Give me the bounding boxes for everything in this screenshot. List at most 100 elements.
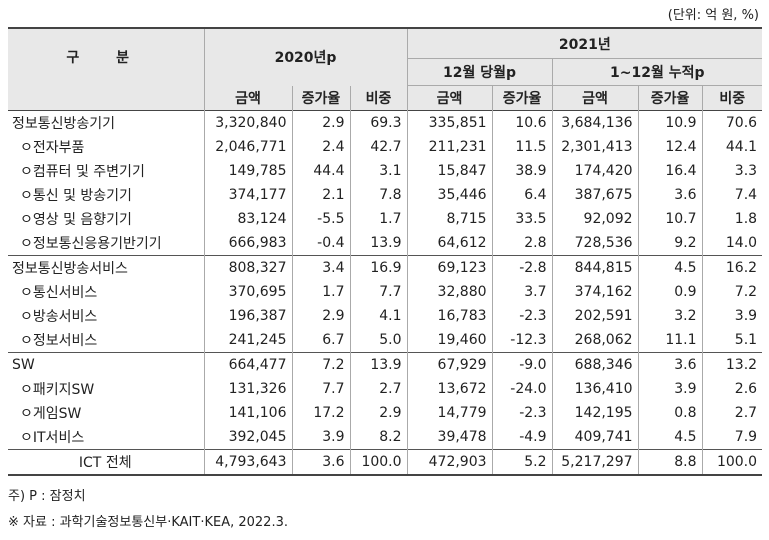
- table-cell: 666,983: [203, 231, 292, 256]
- table-cell: 14,779: [406, 401, 493, 425]
- header-2020: 2020년p: [203, 28, 408, 86]
- table-cell: 5.2: [491, 449, 553, 475]
- table-cell: 69,123: [406, 255, 493, 280]
- table-cell: 844,815: [551, 255, 639, 280]
- table-row: ㅇ정보서비스 241,245 6.7 5.0 19,460 -12.3 268,062 11.…: [8, 328, 763, 353]
- table-cell: 728,536: [551, 231, 639, 256]
- row-label: 정보통신방송기기: [12, 116, 116, 132]
- row-label: ㅇ게임SW: [20, 406, 82, 422]
- table-body: 정보통신방송기기 3,320,840 2.9 69.3 335,851 10.6 3,684…: [8, 110, 763, 475]
- table-cell: 472,903: [406, 449, 493, 475]
- note-source: ※ 자료 : 과학기술정보통신부·KAIT·KEA, 2022.3.: [8, 515, 288, 530]
- table-cell: 2.9: [349, 401, 408, 425]
- column-header: 비중: [701, 85, 763, 111]
- table-row: ㅇ정보통신응용기반기기 666,983 -0.4 13.9 64,612 2.8 728,5…: [8, 231, 763, 256]
- table-cell: 409,741: [551, 425, 639, 450]
- table-row: ㅇ전자부품 2,046,771 2.4 42.7 211,231 11.5 2,301,41…: [8, 135, 763, 159]
- table-cell: 202,591: [551, 304, 639, 328]
- row-label: SW: [12, 357, 35, 373]
- table-cell: 8,715: [406, 207, 493, 231]
- column-header: 금액: [406, 85, 493, 111]
- table-cell: 392,045: [203, 425, 292, 450]
- table-cell: 2.7: [701, 401, 763, 425]
- table-cell: -24.0: [491, 377, 553, 401]
- table-cell: 1.7: [349, 207, 408, 231]
- table-cell: 5.0: [349, 328, 408, 353]
- table-cell: 7.2: [701, 280, 763, 304]
- table-cell: 92,092: [551, 207, 639, 231]
- table-cell: 33.5: [491, 207, 553, 231]
- header-category: 구 분: [8, 28, 204, 86]
- table-cell: -0.4: [291, 231, 350, 256]
- table-cell: 69.3: [349, 110, 408, 135]
- column-header: 증가율: [491, 85, 553, 111]
- table-cell: 13.9: [349, 352, 408, 377]
- table-row: ICT 전체 4,793,643 3.6 100.0 472,903 5.2 5,217,2…: [8, 449, 763, 475]
- table-cell: 8.2: [349, 425, 408, 450]
- note-provisional: 주) P : 잠정치: [8, 489, 86, 504]
- column-header: 비중: [349, 85, 408, 111]
- unit-note: (단위: 억 원, %): [667, 8, 759, 23]
- table-cell: 16.2: [701, 255, 763, 280]
- table-cell: 10.9: [637, 110, 703, 135]
- table-cell: -5.5: [291, 207, 350, 231]
- table-cell: -4.9: [491, 425, 553, 450]
- table-row: 정보통신방송서비스 808,327 3.4 16.9 69,123 -2.8 844,815…: [8, 255, 763, 280]
- table-cell: 196,387: [203, 304, 292, 328]
- table-cell: 10.6: [491, 110, 553, 135]
- table-cell: 3.9: [701, 304, 763, 328]
- ict-export-table: 구 분 2020년p 2021년 12월 당월p 1~12월 누적p 금액 증가율…: [8, 27, 763, 476]
- table-cell: 3.9: [637, 377, 703, 401]
- table-cell: 2.1: [291, 183, 350, 207]
- table-cell: 14.0: [701, 231, 763, 256]
- table-cell: 211,231: [406, 135, 493, 159]
- header-2021: 2021년: [406, 28, 763, 59]
- table-cell: 2.9: [291, 304, 350, 328]
- table-cell: 4.5: [637, 425, 703, 450]
- table-row: ㅇ영상 및 음향기기 83,124 -5.5 1.7 8,715 33.5 92,092 10…: [8, 207, 763, 231]
- row-label: ㅇ정보서비스: [20, 333, 98, 349]
- table-cell: 7.8: [349, 183, 408, 207]
- table-cell: 10.7: [637, 207, 703, 231]
- table-cell: 5,217,297: [551, 449, 639, 475]
- table-cell: 688,346: [551, 352, 639, 377]
- table-cell: 131,326: [203, 377, 292, 401]
- table-row: ㅇ통신 및 방송기기 374,177 2.1 7.8 35,446 6.4 387,675 3…: [8, 183, 763, 207]
- column-header: 증가율: [291, 85, 350, 111]
- table-cell: 141,106: [203, 401, 292, 425]
- table-cell: 6.7: [291, 328, 350, 353]
- table-cell: 2.7: [349, 377, 408, 401]
- table-cell: 7.7: [349, 280, 408, 304]
- table-cell: 100.0: [349, 449, 408, 475]
- table-cell: 2.6: [701, 377, 763, 401]
- table-cell: 4.5: [637, 255, 703, 280]
- table-cell: 42.7: [349, 135, 408, 159]
- table-cell: 808,327: [203, 255, 292, 280]
- table-cell: 7.2: [291, 352, 350, 377]
- table-cell: 3.2: [637, 304, 703, 328]
- table-cell: 44.1: [701, 135, 763, 159]
- table-cell: -2.8: [491, 255, 553, 280]
- table-cell: -12.3: [491, 328, 553, 353]
- table-cell: 83,124: [203, 207, 292, 231]
- table-cell: 3.1: [349, 159, 408, 183]
- table-row: ㅇIT서비스 392,045 3.9 8.2 39,478 -4.9 409,741 4.5 7…: [8, 425, 763, 450]
- row-label: ㅇ영상 및 음향기기: [20, 212, 132, 228]
- table-cell: 0.9: [637, 280, 703, 304]
- table-cell: 38.9: [491, 159, 553, 183]
- table-cell: 2.9: [291, 110, 350, 135]
- table-cell: 4,793,643: [203, 449, 292, 475]
- table-cell: 67,929: [406, 352, 493, 377]
- table-row: 정보통신방송기기 3,320,840 2.9 69.3 335,851 10.6 3,684…: [8, 110, 763, 135]
- table-cell: 17.2: [291, 401, 350, 425]
- column-header: 금액: [203, 85, 292, 111]
- table-cell: 12.4: [637, 135, 703, 159]
- row-label: ㅇIT서비스: [20, 430, 85, 446]
- table-cell: 3.3: [701, 159, 763, 183]
- row-label: ㅇ컴퓨터 및 주변기기: [20, 164, 145, 180]
- row-label: ㅇ통신 및 방송기기: [20, 188, 132, 204]
- table-cell: 6.4: [491, 183, 553, 207]
- table-cell: 2,046,771: [203, 135, 292, 159]
- table-cell: 1.7: [291, 280, 350, 304]
- table-cell: 3.6: [637, 352, 703, 377]
